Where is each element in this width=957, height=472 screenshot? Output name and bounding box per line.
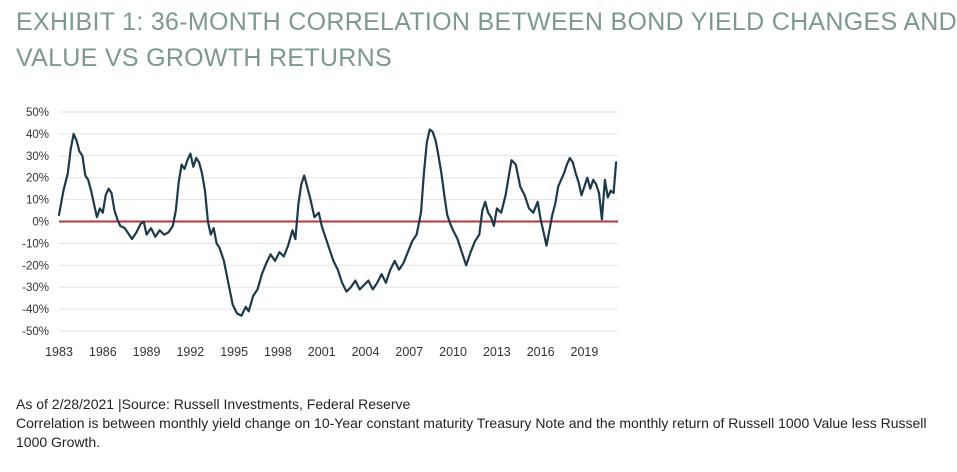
chart-title: EXHIBIT 1: 36-MONTH CORRELATION BETWEEN … (16, 4, 957, 76)
y-tick-label: -50% (22, 326, 49, 338)
y-tick-label: 50% (26, 107, 49, 119)
x-tick-label: 1989 (133, 345, 161, 359)
x-tick-label: 1995 (220, 345, 248, 359)
correlation-series-line (57, 128, 618, 317)
x-tick-label: 2010 (439, 345, 467, 359)
y-tick-label: 30% (26, 151, 49, 163)
chart-title-line-2: VALUE VS GROWTH RETURNS (16, 44, 392, 72)
x-axis-ticks: 1983 1986 1989 1992 1995 1998 2001 2004 2007 2010… (45, 345, 598, 359)
x-tick-label: 1998 (264, 345, 292, 359)
x-tick-label: 1986 (89, 345, 117, 359)
footnote: As of 2/28/2021 |Source: Russell Investm… (16, 395, 946, 452)
series-layer (57, 128, 618, 317)
chart-title-line-1: EXHIBIT 1: 36-MONTH CORRELATION BETWEEN … (16, 8, 957, 36)
y-tick-label: -10% (22, 238, 49, 250)
y-tick-label: -40% (22, 304, 49, 316)
x-tick-label: 1992 (176, 345, 204, 359)
y-tick-label: 40% (26, 129, 49, 141)
x-tick-label: 2013 (483, 345, 511, 359)
y-tick-label: 20% (26, 173, 49, 185)
correlation-line-chart: 50% 40% 30% 20% 10% 0% -10% -20% -30% -40% -50% 19… (22, 107, 618, 359)
source-note: As of 2/28/2021 |Source: Russell Investm… (16, 396, 411, 412)
methodology-note: Correlation is between monthly yield cha… (16, 415, 927, 450)
y-tick-label: 10% (26, 195, 49, 207)
x-tick-label: 2007 (395, 345, 423, 359)
x-tick-label: 2001 (308, 345, 336, 359)
x-tick-label: 2016 (527, 345, 555, 359)
y-axis-ticks: 50% 40% 30% 20% 10% 0% -10% -20% -30% -40% -50% (22, 107, 49, 338)
y-tick-label: -20% (22, 260, 49, 272)
x-tick-label: 1983 (45, 345, 73, 359)
y-tick-label: 0% (32, 217, 49, 229)
x-tick-label: 2004 (352, 345, 380, 359)
x-tick-label: 2019 (571, 345, 599, 359)
y-tick-label: -30% (22, 282, 49, 294)
